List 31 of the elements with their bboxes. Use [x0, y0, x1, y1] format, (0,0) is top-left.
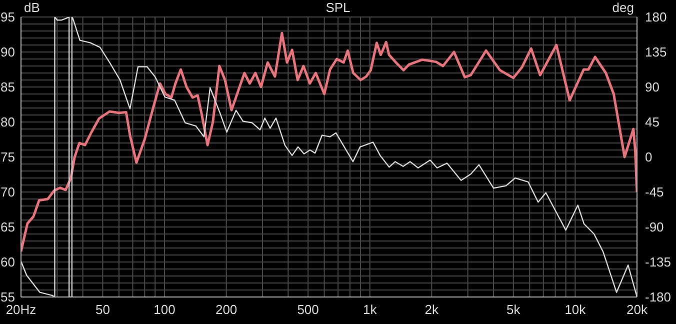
y-tick-label: 55: [0, 290, 15, 305]
x-tick-label: 20Hz: [6, 302, 36, 318]
x-tick-label: 2k: [424, 302, 440, 318]
y-tick-label: 75: [0, 150, 15, 165]
chart-title: SPL: [326, 0, 350, 15]
y2-tick-label: 180: [645, 10, 667, 25]
x-tick-label: 50: [95, 302, 110, 318]
y2-tick-label: -180: [645, 290, 672, 305]
y-tick-label: 70: [0, 184, 15, 200]
y-tick-label: 90: [0, 44, 15, 60]
y-tick-label: 60: [0, 254, 15, 270]
x-tick-label: 100: [154, 302, 176, 318]
y2-tick-label: -45: [645, 184, 664, 200]
y-tick-label: 85: [0, 80, 15, 95]
x-tick-label: 20k: [626, 302, 648, 318]
y2-tick-label: 0: [645, 150, 652, 165]
y2-tick-label: 135: [645, 44, 667, 60]
y-tick-label: 65: [0, 220, 15, 235]
x-tick-label: 5k: [506, 302, 521, 318]
x-tick-label: 500: [297, 302, 319, 318]
y2-tick-label: 45: [645, 114, 660, 130]
y-axis-title: dB: [24, 0, 40, 15]
y2-tick-label: -90: [645, 220, 664, 235]
x-tick-label: 200: [215, 302, 238, 318]
x-tick-label: 1k: [362, 302, 378, 318]
x-tick-label: 10k: [564, 302, 586, 318]
y2-axis-title: deg: [612, 0, 634, 15]
y-tick-label: 95: [0, 10, 15, 25]
y-tick-label: 80: [0, 114, 15, 130]
y2-tick-label: 90: [645, 80, 660, 95]
y2-tick-label: -135: [645, 254, 672, 270]
